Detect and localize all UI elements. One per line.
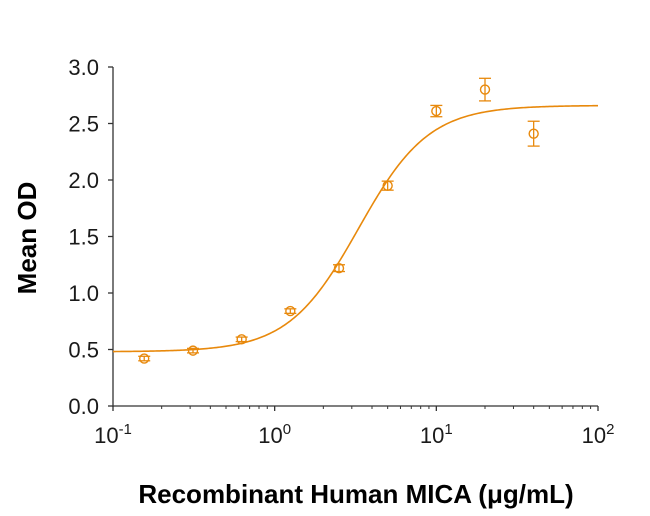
data-point <box>187 345 200 356</box>
point-marker <box>187 345 199 356</box>
x-axis-title: Recombinant Human MICA (μg/mL) <box>138 479 573 509</box>
data-point <box>138 353 151 364</box>
fit-curve-group <box>112 104 599 353</box>
point-marker <box>528 128 539 139</box>
y-tick-label: 2.0 <box>68 168 99 193</box>
x-tick-label: 100 <box>258 421 291 448</box>
data-point <box>527 120 540 147</box>
data-point <box>430 104 443 118</box>
y-tick-label: 1.5 <box>68 225 99 250</box>
y-tick-label: 0.0 <box>68 394 99 419</box>
point-marker <box>382 180 393 191</box>
y-tick-label: 1.0 <box>68 281 99 306</box>
x-ticks: 10-1 100 101 102 <box>94 406 614 448</box>
y-tick-label: 0.5 <box>68 338 99 363</box>
point-marker <box>236 334 247 345</box>
data-point <box>284 305 297 317</box>
y-tick-label: 3.0 <box>68 55 99 80</box>
data-point <box>381 180 394 191</box>
fit-curve <box>112 104 599 353</box>
data-point <box>333 262 346 274</box>
point-marker <box>333 262 345 274</box>
y-axis-title: Mean OD <box>12 182 42 295</box>
data-point <box>235 334 248 345</box>
point-marker <box>431 105 442 117</box>
axes <box>112 67 598 407</box>
x-tick-label: 10-1 <box>94 421 132 448</box>
x-tick-label: 102 <box>582 421 615 448</box>
data-point <box>478 77 491 102</box>
data-points <box>138 77 540 364</box>
x-tick-label: 101 <box>420 421 453 448</box>
y-tick-label: 2.5 <box>68 112 99 137</box>
y-ticks: 0.0 0.5 1.0 1.5 2.0 2.5 3.0 <box>68 55 113 419</box>
point-marker <box>479 84 491 95</box>
point-marker <box>285 305 296 317</box>
point-marker <box>139 353 150 364</box>
